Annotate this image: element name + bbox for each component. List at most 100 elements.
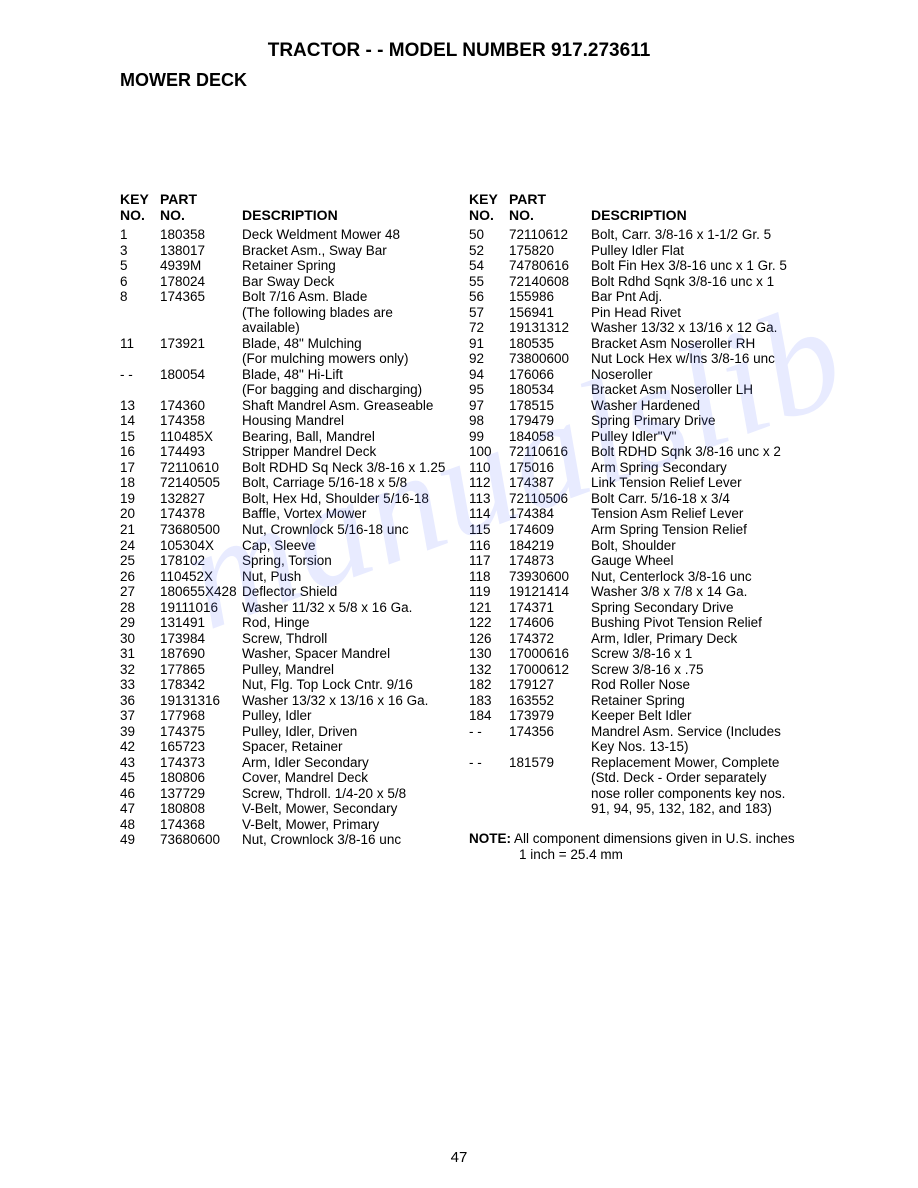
part-no: 180054 xyxy=(160,367,242,383)
key-no: 19 xyxy=(120,491,160,507)
key-no: 1 xyxy=(120,227,160,243)
description: Bolt RDHD Sqnk 3/8-16 unc x 2 xyxy=(591,444,798,460)
table-row: (Std. Deck - Order separately xyxy=(469,770,798,786)
description: Arm, Idler Secondary xyxy=(242,755,449,771)
description: Nut, Centerlock 3/8-16 unc xyxy=(591,569,798,585)
part-no: 19111016 xyxy=(160,600,242,616)
description: Bolt RDHD Sq Neck 3/8-16 x 1.25 xyxy=(242,460,449,476)
part-no: 138017 xyxy=(160,243,242,259)
description: Retainer Spring xyxy=(591,693,798,709)
table-row: 117174873Gauge Wheel xyxy=(469,553,798,569)
table-row: 2819111016Washer 11/32 x 5/8 x 16 Ga. xyxy=(120,600,449,616)
part-no: 163552 xyxy=(509,693,591,709)
left-rows: 1180358Deck Weldment Mower 483138017Brac… xyxy=(120,227,449,848)
header-part-l1: PART xyxy=(509,191,591,207)
description: Washer 3/8 x 7/8 x 14 Ga. xyxy=(591,584,798,600)
table-row: (For mulching mowers only) xyxy=(120,351,449,367)
description: V-Belt, Mower, Primary xyxy=(242,817,449,833)
description: Bearing, Ball, Mandrel xyxy=(242,429,449,445)
part-no xyxy=(160,351,242,367)
key-no: 95 xyxy=(469,382,509,398)
description: (Std. Deck - Order separately xyxy=(591,770,798,786)
table-row: 2173680500Nut, Crownlock 5/16-18 unc xyxy=(120,522,449,538)
table-row: 13017000616Screw 3/8-16 x 1 xyxy=(469,646,798,662)
description: available) xyxy=(242,320,449,336)
table-row: 1872140505Bolt, Carriage 5/16-18 x 5/8 xyxy=(120,475,449,491)
table-row: 183163552Retainer Spring xyxy=(469,693,798,709)
part-no: 19131312 xyxy=(509,320,591,336)
key-no: 56 xyxy=(469,289,509,305)
key-no: 5 xyxy=(120,258,160,274)
table-row: 20174378Baffle, Vortex Mower xyxy=(120,506,449,522)
table-row: 99184058Pulley Idler"V" xyxy=(469,429,798,445)
description: Shaft Mandrel Asm. Greaseable xyxy=(242,398,449,414)
description: Washer 13/32 x 13/16 x 12 Ga. xyxy=(591,320,798,336)
table-row: 10072110616Bolt RDHD Sqnk 3/8-16 unc x 2 xyxy=(469,444,798,460)
part-no: 74780616 xyxy=(509,258,591,274)
part-no: 4939M xyxy=(160,258,242,274)
description: Nut, Crownlock 3/8-16 unc xyxy=(242,832,449,848)
table-row: 13174360Shaft Mandrel Asm. Greaseable xyxy=(120,398,449,414)
description: Washer 11/32 x 5/8 x 16 Ga. xyxy=(242,600,449,616)
description: Screw 3/8-16 x 1 xyxy=(591,646,798,662)
key-no: 112 xyxy=(469,475,509,491)
part-no: 137729 xyxy=(160,786,242,802)
description: Bolt Fin Hex 3/8-16 unc x 1 Gr. 5 xyxy=(591,258,798,274)
key-no: 130 xyxy=(469,646,509,662)
header-part-l2: NO. xyxy=(160,207,242,223)
description: Deck Weldment Mower 48 xyxy=(242,227,449,243)
part-no: 19121414 xyxy=(509,584,591,600)
part-no: 178515 xyxy=(509,398,591,414)
right-rows: 5072110612Bolt, Carr. 3/8-16 x 1-1/2 Gr.… xyxy=(469,227,798,817)
part-no: 17000616 xyxy=(509,646,591,662)
table-row: 8174365Bolt 7/16 Asm. Blade xyxy=(120,289,449,305)
part-no xyxy=(509,786,591,802)
key-no: 31 xyxy=(120,646,160,662)
table-row: 27180655X428Deflector Shield xyxy=(120,584,449,600)
key-no xyxy=(469,801,509,817)
part-no: 174371 xyxy=(509,600,591,616)
key-no xyxy=(469,786,509,802)
key-no xyxy=(120,351,160,367)
part-no: 73680600 xyxy=(160,832,242,848)
description: Spacer, Retainer xyxy=(242,739,449,755)
key-no: 47 xyxy=(120,801,160,817)
part-no: 178342 xyxy=(160,677,242,693)
part-no: 174493 xyxy=(160,444,242,460)
table-row: 33178342Nut, Flg. Top Lock Cntr. 9/16 xyxy=(120,677,449,693)
table-row: 1772110610Bolt RDHD Sq Neck 3/8-16 x 1.2… xyxy=(120,460,449,476)
description: nose roller components key nos. xyxy=(591,786,798,802)
table-row: 46137729Screw, Thdroll. 1/4-20 x 5/8 xyxy=(120,786,449,802)
table-row: 5474780616Bolt Fin Hex 3/8-16 unc x 1 Gr… xyxy=(469,258,798,274)
key-no: 118 xyxy=(469,569,509,585)
part-no: 180655X428 xyxy=(160,584,242,600)
table-row: 94176066Noseroller xyxy=(469,367,798,383)
table-row: 56155986Bar Pnt Adj. xyxy=(469,289,798,305)
part-no: 72110610 xyxy=(160,460,242,476)
key-no: 110 xyxy=(469,460,509,476)
key-no: 43 xyxy=(120,755,160,771)
table-row: 14174358Housing Mandrel xyxy=(120,413,449,429)
table-row: 19132827Bolt, Hex Hd, Shoulder 5/16-18 xyxy=(120,491,449,507)
key-no: 72 xyxy=(469,320,509,336)
key-no: 119 xyxy=(469,584,509,600)
table-row: 45180806Cover, Mandrel Deck xyxy=(120,770,449,786)
key-no: 37 xyxy=(120,708,160,724)
table-row: - -181579Replacement Mower, Complete xyxy=(469,755,798,771)
part-no xyxy=(509,739,591,755)
part-no: 174609 xyxy=(509,522,591,538)
part-no: 155986 xyxy=(509,289,591,305)
key-no: 18 xyxy=(120,475,160,491)
note-text1: All component dimensions given in U.S. i… xyxy=(511,831,795,846)
header-key-l2: NO. xyxy=(120,207,160,223)
part-no: 173979 xyxy=(509,708,591,724)
description: 91, 94, 95, 132, 182, and 183) xyxy=(591,801,798,817)
description: Washer 13/32 x 13/16 x 16 Ga. xyxy=(242,693,449,709)
part-no xyxy=(509,770,591,786)
key-no: 126 xyxy=(469,631,509,647)
part-no xyxy=(160,382,242,398)
table-row: 116184219Bolt, Shoulder xyxy=(469,538,798,554)
part-no: 174373 xyxy=(160,755,242,771)
page-title: TRACTOR - - MODEL NUMBER 917.273611 xyxy=(0,40,918,62)
table-row: 42165723Spacer, Retainer xyxy=(120,739,449,755)
